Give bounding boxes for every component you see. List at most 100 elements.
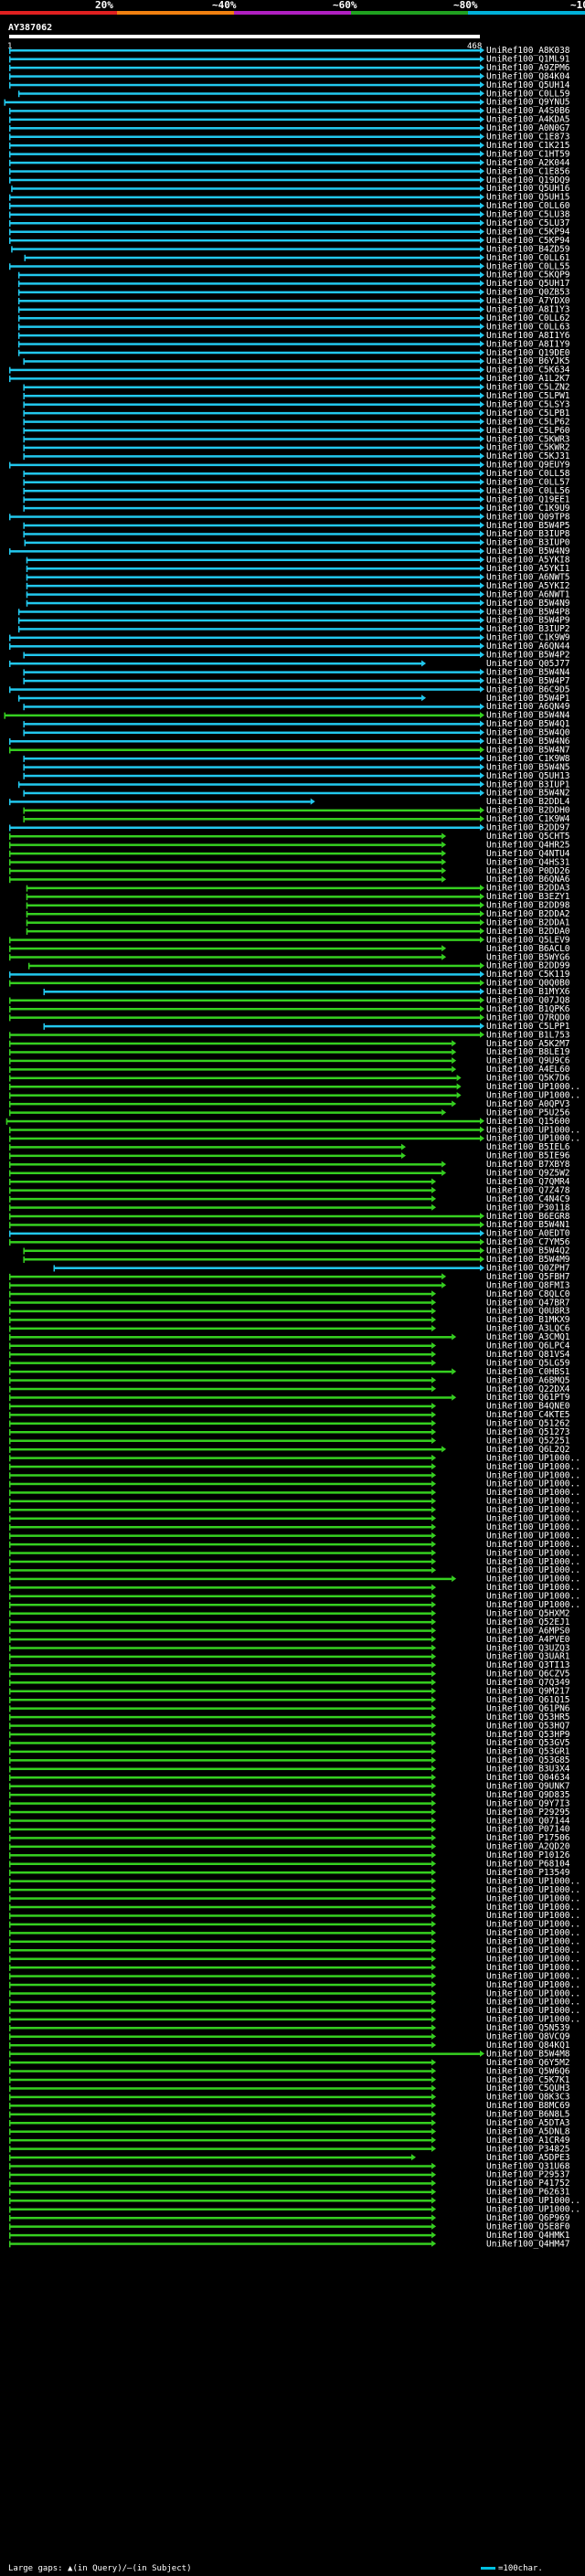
hit-label[interactable]: UniRef100_A8I1Y9 [486,339,570,349]
hit-label[interactable]: UniRef100_Q0Q0B0 [486,979,570,989]
hit-label[interactable]: UniRef100_Q0ZB53 [486,288,570,298]
hit-label[interactable]: UniRef100_P07140 [486,1825,570,1835]
hit-row[interactable]: UniRef100_Q0U8R3 [9,1307,570,1317]
hit-label[interactable]: UniRef100_UP1000.. [486,1583,580,1593]
hit-row[interactable]: UniRef100_B6YJK5 [23,356,570,366]
hit-label[interactable]: UniRef100_Q19DE0 [486,348,570,358]
hit-label[interactable]: UniRef100_C5LU38 [486,210,570,220]
hit-row[interactable]: UniRef100_Q4NTU4 [9,849,570,859]
hit-label[interactable]: UniRef100_A6MPS0 [486,1626,570,1636]
hit-row[interactable]: UniRef100_B3U3X4 [9,1765,570,1775]
hit-row[interactable]: UniRef100_Q0ZB53 [17,288,570,298]
hit-label[interactable]: UniRef100_Q9Y7I3 [486,1798,570,1808]
hit-label[interactable]: UniRef100_C4KTE5 [486,1410,570,1420]
hit-label[interactable]: UniRef100_A4KDA5 [486,115,570,125]
hit-row[interactable]: UniRef100_B6EGR8 [9,1212,570,1222]
hit-row[interactable]: UniRef100_A6BMQ5 [9,1375,570,1385]
hit-label[interactable]: UniRef100_UP1000.. [486,1893,580,1903]
hit-label[interactable]: UniRef100_C5LZN2 [486,383,570,393]
hit-label[interactable]: UniRef100_Q0ZPH7 [486,1263,570,1273]
hit-row[interactable]: UniRef100_Q5UH15 [9,193,570,203]
hit-row[interactable]: UniRef100_C8QLC0 [9,1289,570,1299]
hit-label[interactable]: UniRef100_UP1000.. [486,1522,580,1532]
hit-label[interactable]: UniRef100_B4ZD59 [486,244,570,254]
hit-row[interactable]: UniRef100_A6NWT1 [26,589,570,599]
hit-row[interactable]: UniRef100_A8K038 [9,46,570,56]
hit-label[interactable]: UniRef100_B5W4N5 [486,762,570,772]
hit-label[interactable]: UniRef100_Q5UH17 [486,279,570,289]
hit-row[interactable]: UniRef100_Q61Q15 [9,1695,570,1705]
hit-row[interactable]: UniRef100_Q4HR25 [9,840,570,850]
hit-row[interactable]: UniRef100_C5QUH3 [9,2083,570,2094]
hit-row[interactable]: UniRef100_UP1000.. [9,1470,580,1480]
hit-label[interactable]: UniRef100_Q7RQD0 [486,1012,570,1023]
hit-label[interactable]: UniRef100_Q9EUY9 [486,461,570,471]
hit-label[interactable]: UniRef100_UP1000.. [486,1548,580,1558]
hit-label[interactable]: UniRef100_P30118 [486,1203,570,1213]
hit-row[interactable]: UniRef100_C5LPP1 [43,1022,570,1032]
hit-label[interactable]: UniRef100_Q04634 [486,1773,570,1783]
hit-row[interactable]: UniRef100_A1CR49 [9,2136,570,2146]
hit-row[interactable]: UniRef100_Q5UH14 [9,80,570,90]
hit-label[interactable]: UniRef100_B5W4P5 [486,521,570,531]
hit-row[interactable]: UniRef100_B5W4P8 [17,607,570,617]
hit-row[interactable]: UniRef100_Q09TP8 [9,512,570,522]
hit-row[interactable]: UniRef100_A8I1Y9 [17,339,570,349]
hit-label[interactable]: UniRef100_B5W4N1 [486,1220,570,1230]
hit-row[interactable]: UniRef100_A3LQC6 [9,1324,570,1334]
hit-label[interactable]: UniRef100_UP1000.. [486,1565,580,1575]
hit-label[interactable]: UniRef100_UP1000.. [486,2015,580,2025]
hit-row[interactable]: UniRef100_C5LP60 [23,426,570,436]
hit-label[interactable]: UniRef100_UP1000.. [486,1876,580,1886]
hit-label[interactable]: UniRef100_Q8K3C3 [486,2093,570,2103]
hit-row[interactable]: UniRef100_A5DTA3 [9,2118,570,2128]
hit-row[interactable]: UniRef100_C1E873 [9,133,570,143]
hit-row[interactable]: UniRef100_Q5W6Q6 [9,2066,570,2076]
hit-row[interactable]: UniRef100_C5KJ31 [23,451,570,461]
hit-label[interactable]: UniRef100_C5KWR3 [486,434,570,444]
hit-row[interactable]: UniRef100_Q5FBH7 [9,1272,570,1282]
hit-row[interactable]: UniRef100_B6N8L5 [9,2110,570,2120]
hit-label[interactable]: UniRef100_UP1000.. [486,2205,580,2215]
hit-label[interactable]: UniRef100_Q9M217 [486,1687,570,1697]
hit-row[interactable]: UniRef100_P07140 [9,1825,570,1835]
hit-row[interactable]: UniRef100_Q05J77 [9,659,570,669]
hit-label[interactable]: UniRef100_Q52251 [486,1436,570,1446]
hit-row[interactable]: UniRef100_Q07144 [9,1816,570,1826]
hit-row[interactable]: UniRef100_UP1000.. [9,1514,580,1524]
hit-row[interactable]: UniRef100_B5W4P2 [23,651,570,661]
hit-row[interactable]: UniRef100_A4PVE0 [9,1635,570,1645]
hit-row[interactable]: UniRef100_B2DDA1 [26,917,570,928]
hit-row[interactable]: UniRef100_A3CMQ1 [9,1332,570,1342]
hit-row[interactable]: UniRef100_B5W4P7 [23,676,570,686]
hit-label[interactable]: UniRef100_Q53HP9 [486,1730,570,1740]
hit-label[interactable]: UniRef100_Q84KQ1 [486,2041,570,2051]
hit-label[interactable]: UniRef100_Q8FMI3 [486,1280,570,1290]
hit-label[interactable]: UniRef100_Q9UNK7 [486,1781,570,1791]
hit-label[interactable]: UniRef100_P41752 [486,2178,570,2189]
hit-row[interactable]: UniRef100_B5W4N4 [23,667,570,677]
hit-row[interactable]: UniRef100_Q8K3C3 [9,2093,570,2103]
hit-row[interactable]: UniRef100_Q1ML91 [9,54,570,64]
hit-label[interactable]: UniRef100_P34825 [486,2144,570,2154]
hit-label[interactable]: UniRef100_P29537 [486,2170,570,2180]
hit-row[interactable]: UniRef100_B1QPK6 [9,1004,570,1014]
hit-row[interactable]: UniRef100_UP1000.. [9,2015,580,2025]
hit-row[interactable]: UniRef100_B5W4N1 [9,1220,570,1230]
hit-label[interactable]: UniRef100_A6QN49 [486,702,570,712]
hit-row[interactable]: UniRef100_Q6L2Q2 [9,1445,570,1455]
hit-label[interactable]: UniRef100_A3LQC6 [486,1324,570,1334]
hit-row[interactable]: UniRef100_Q7Q349 [9,1678,570,1688]
hit-row[interactable]: UniRef100_C0LL63 [17,322,570,332]
hit-row[interactable]: UniRef100_UP1000.. [9,1557,580,1567]
hit-row[interactable]: UniRef100_Q61PN6 [9,1703,570,1713]
hit-label[interactable]: UniRef100_Q6Y5M2 [486,2058,570,2068]
hit-row[interactable]: UniRef100_B3IUP8 [23,529,570,539]
hit-row[interactable]: UniRef100_Q9D835 [9,1790,570,1800]
hit-label[interactable]: UniRef100_B5W4P2 [486,651,570,661]
hit-label[interactable]: UniRef100_B5W4P1 [486,694,570,704]
hit-label[interactable]: UniRef100_UP1000.. [486,1514,580,1524]
hit-label[interactable]: UniRef100_A9ZPM6 [486,63,570,73]
hit-row[interactable]: UniRef100_UP1000.. [9,1540,580,1550]
hit-row[interactable]: UniRef100_A9ZPM6 [9,63,570,73]
